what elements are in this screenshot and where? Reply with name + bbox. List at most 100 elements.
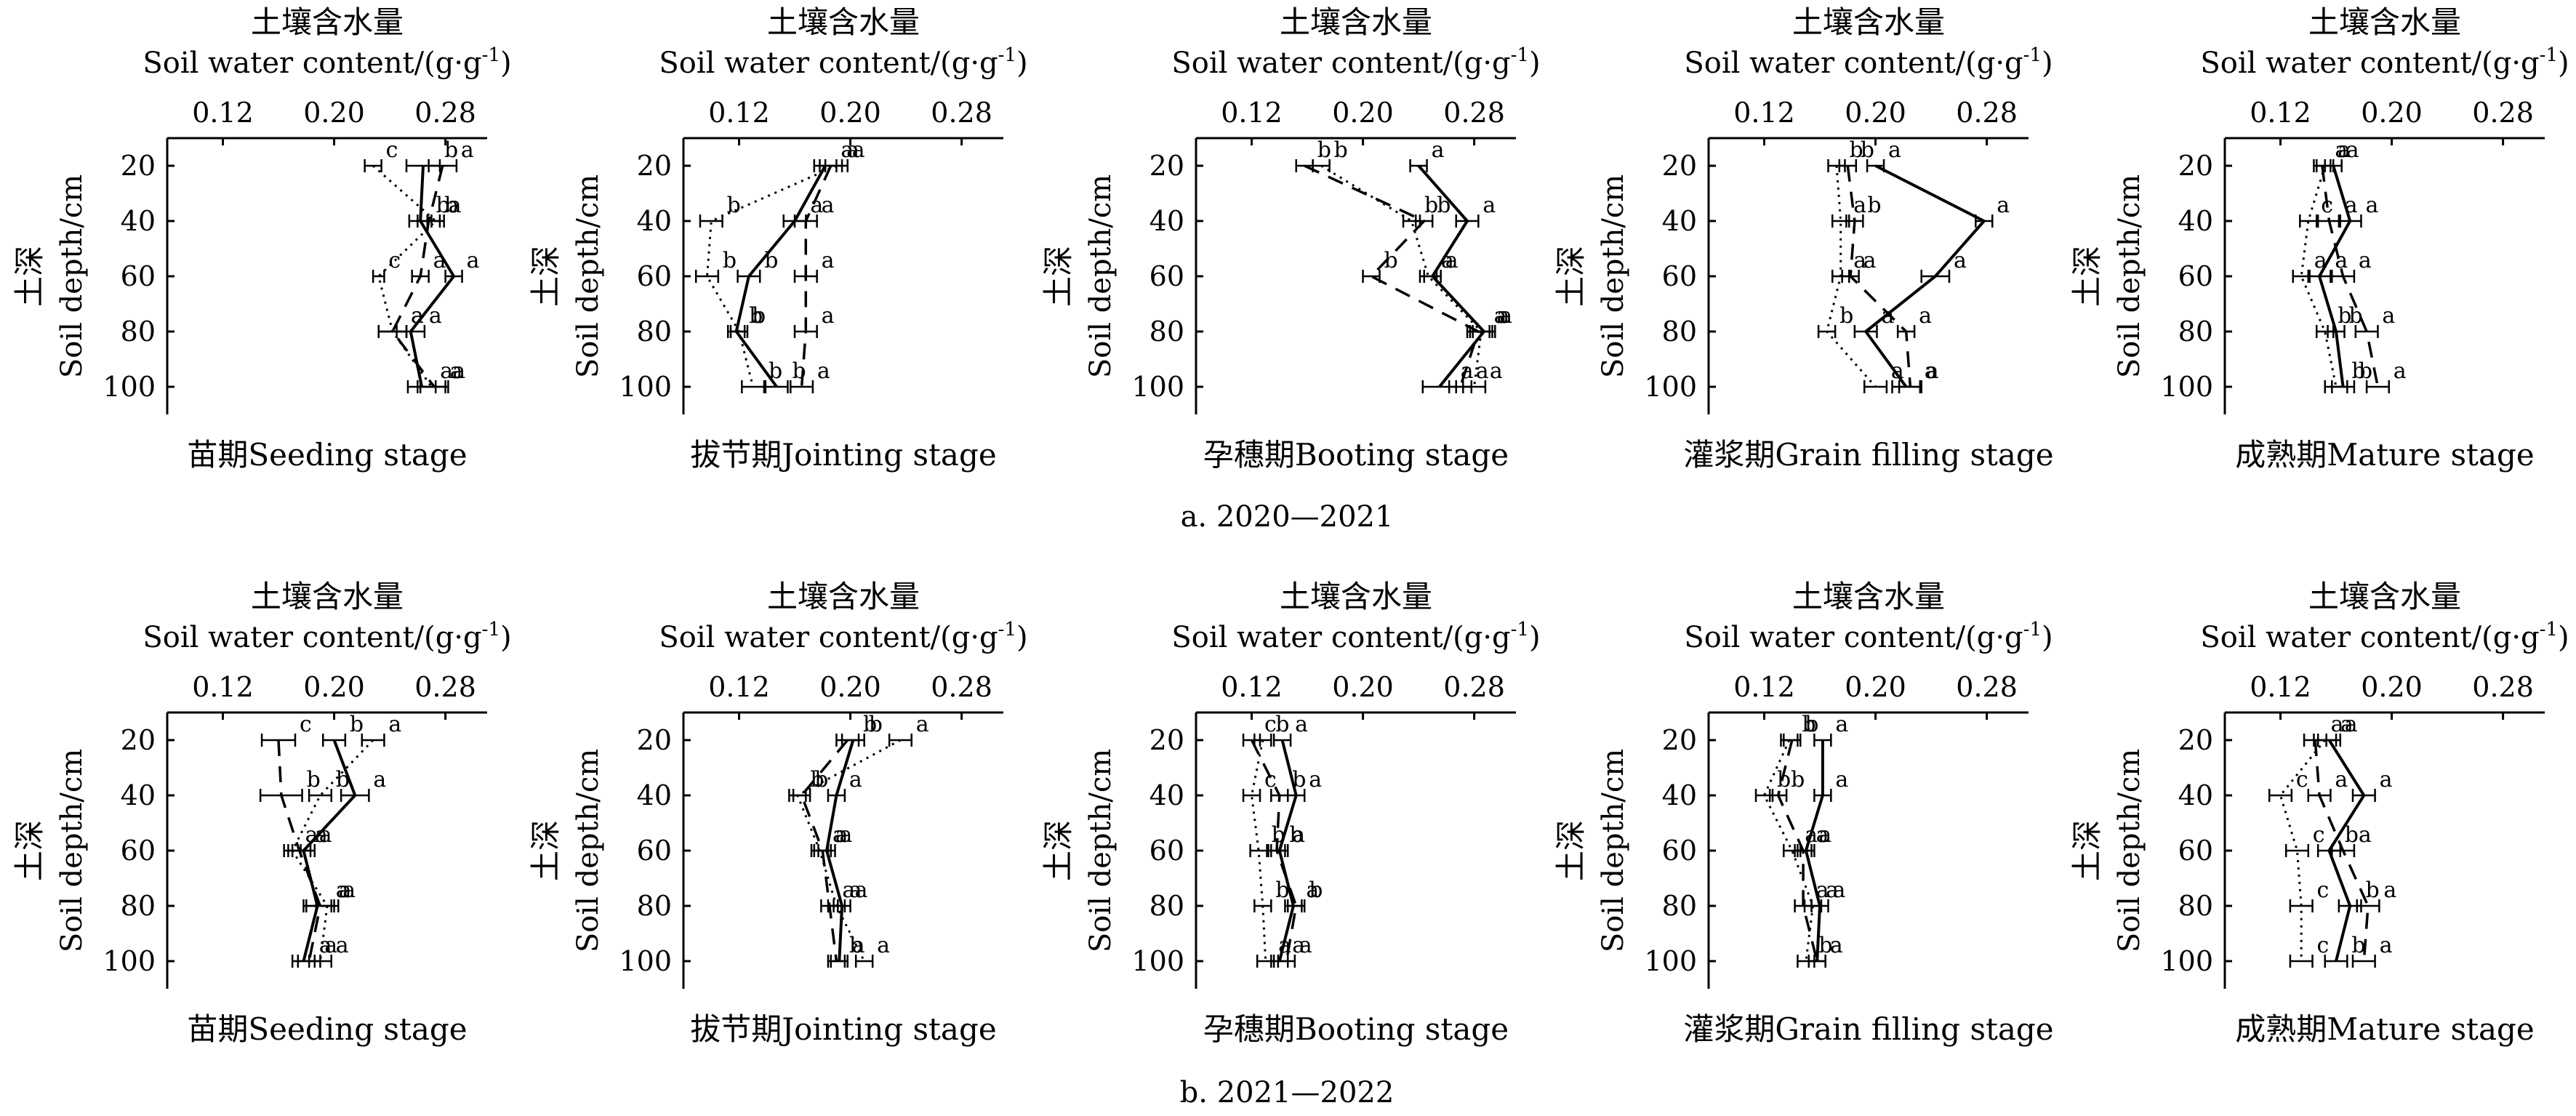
y-tick-label: 100 — [619, 945, 672, 977]
significance-label: a — [1818, 822, 1831, 848]
significance-label: a — [2345, 193, 2358, 218]
y-tick-label: 60 — [1149, 835, 1184, 867]
significance-label: b — [1849, 137, 1863, 163]
significance-label: b — [2338, 303, 2351, 329]
significance-label: a — [336, 933, 349, 958]
y-tick-label: 100 — [1644, 945, 1697, 977]
significance-label: a — [1309, 767, 1322, 792]
y-tick-label: 20 — [1662, 724, 1697, 756]
significance-label: c — [2313, 822, 2325, 848]
x-tick-label: 0.28 — [414, 671, 476, 703]
x-axis-title-en: Soil water content/(g·g-1) — [1171, 619, 1540, 654]
significance-label: a — [1494, 303, 1507, 329]
y-tick-label: 80 — [1149, 316, 1184, 348]
significance-label: a — [319, 822, 332, 848]
significance-label: a — [1833, 878, 1846, 903]
significance-label: b — [1317, 137, 1331, 163]
y-tick-label: 60 — [121, 260, 156, 292]
significance-label: a — [1306, 878, 1319, 903]
significance-label: a — [2338, 137, 2351, 163]
panels: 0.12 0.20 0.28 20 40 60 80 100 土壤含水量 Soil water c… — [12, 4, 2569, 1047]
chart-panel: 0.12 0.20 0.28 20 40 60 80 100 土壤含水量 Soil water c… — [528, 4, 1028, 473]
significance-label: a — [849, 878, 862, 903]
x-tick-label: 0.12 — [1733, 671, 1795, 703]
significance-label: a — [315, 822, 328, 848]
y-axis-title-cn: 土深 — [1040, 820, 1076, 881]
panel-title: 苗期Seeding stage — [187, 1011, 467, 1047]
significance-label: a — [877, 933, 890, 958]
significance-label: a — [2345, 712, 2358, 737]
y-tick-label: 60 — [1149, 260, 1184, 292]
x-tick-label: 0.28 — [2472, 671, 2534, 703]
x-axis-title-en: Soil water content/(g·g-1) — [1171, 44, 1540, 80]
significance-label: a — [429, 303, 442, 329]
x-tick-label: 0.20 — [1332, 671, 1394, 703]
significance-label: a — [840, 822, 853, 848]
significance-label: a — [2346, 137, 2359, 163]
y-tick-label: 20 — [1149, 150, 1184, 182]
x-axis-title-en: Soil water content/(g·g-1) — [1684, 619, 2053, 654]
significance-label: a — [1925, 358, 1938, 384]
x-axis-title-en: Soil water content/(g·g-1) — [659, 619, 1027, 654]
y-tick-label: 80 — [121, 890, 156, 922]
y-tick-label: 60 — [637, 260, 672, 292]
y-tick-label: 100 — [2160, 945, 2213, 977]
y-axis-title-en: Soil depth/cm — [55, 174, 89, 378]
x-axis-title-cn: 土壤含水量 — [2308, 579, 2461, 614]
y-tick-label: 20 — [637, 150, 672, 182]
significance-label: b — [1818, 933, 1832, 958]
significance-label: b — [444, 137, 458, 163]
significance-label: a — [388, 712, 401, 737]
significance-label: b — [1292, 767, 1306, 792]
x-axis-title-cn: 土壤含水量 — [251, 4, 404, 40]
panel-title: 拔节期Jointing stage — [690, 1011, 996, 1047]
y-tick-label: 40 — [1662, 779, 1697, 811]
y-tick-label: 100 — [1131, 371, 1184, 403]
y-axis-title-cn: 土深 — [528, 820, 563, 881]
significance-label: a — [1805, 822, 1818, 848]
y-axis-title-en: Soil depth/cm — [1597, 174, 1630, 378]
y-tick-label: 80 — [1662, 890, 1697, 922]
significance-label: b — [863, 712, 877, 737]
significance-label: c — [300, 712, 312, 737]
significance-label: a — [336, 878, 349, 903]
significance-label: a — [1299, 933, 1312, 958]
significance-label: a — [2383, 878, 2396, 903]
chart-panel: 0.12 0.20 0.28 20 40 60 80 100 土壤含水量 Soil water c… — [1553, 579, 2054, 1047]
significance-label: c — [2317, 933, 2330, 958]
significance-label: b — [1275, 712, 1289, 737]
x-tick-label: 0.20 — [819, 97, 881, 129]
x-tick-label: 0.12 — [708, 671, 770, 703]
significance-label: b — [436, 193, 449, 218]
significance-label: a — [1835, 712, 1848, 737]
y-tick-label: 40 — [121, 779, 156, 811]
significance-label: a — [846, 137, 859, 163]
significance-label: b — [1424, 193, 1438, 218]
significance-label: b — [2349, 303, 2363, 329]
y-tick-label: 60 — [2178, 835, 2213, 867]
significance-label: b — [810, 767, 824, 792]
significance-label: c — [1264, 767, 1277, 792]
x-tick-label: 0.12 — [2250, 97, 2311, 129]
significance-label: b — [869, 712, 883, 737]
series-line — [2300, 165, 2338, 388]
x-axis-title-cn: 土壤含水量 — [2308, 4, 2461, 40]
x-tick-label: 0.12 — [1221, 97, 1283, 129]
y-tick-label: 20 — [2178, 150, 2213, 182]
y-tick-label: 80 — [637, 890, 672, 922]
x-axis-title-cn: 土壤含水量 — [1280, 579, 1432, 614]
y-tick-label: 80 — [1149, 890, 1184, 922]
significance-label: a — [2340, 712, 2354, 737]
x-tick-label: 0.20 — [1845, 671, 1906, 703]
significance-label: a — [2382, 303, 2395, 329]
significance-label: a — [1926, 358, 1939, 384]
significance-label: b — [1289, 822, 1303, 848]
significance-label: b — [2351, 933, 2365, 958]
y-axis-title-en: Soil depth/cm — [2113, 749, 2146, 952]
significance-label: b — [764, 248, 778, 273]
significance-label: b — [2345, 822, 2359, 848]
significance-label: b — [1805, 712, 1818, 737]
significance-label: b — [2351, 358, 2365, 384]
y-axis-title-en: Soil depth/cm — [1084, 749, 1118, 952]
